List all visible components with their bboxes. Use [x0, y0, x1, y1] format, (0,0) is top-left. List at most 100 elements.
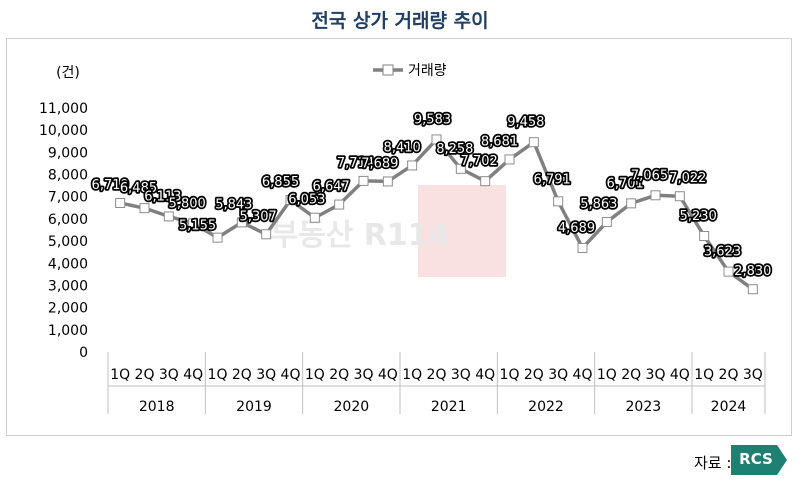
- x-quarter-label: 2Q: [329, 367, 349, 383]
- data-point-marker: [236, 217, 247, 228]
- legend-marker: [382, 64, 394, 76]
- chart-title: 전국 상가 거래량 추이: [311, 10, 489, 32]
- data-point-marker: [650, 190, 661, 201]
- x-quarter-label: 1Q: [305, 367, 325, 383]
- x-year-label: 2022: [528, 399, 564, 415]
- x-quarter-label: 3Q: [451, 367, 471, 383]
- x-quarter-label: 4Q: [573, 367, 593, 383]
- data-point-marker: [334, 199, 345, 210]
- data-label: 6,701: [607, 176, 644, 191]
- x-quarter-label: 2Q: [427, 367, 447, 383]
- x-quarter-label: 4Q: [183, 367, 203, 383]
- data-label: 6,855: [262, 175, 299, 190]
- chart-frame: [6, 38, 792, 436]
- data-point-marker: [699, 230, 710, 241]
- data-point-marker: [163, 211, 174, 222]
- data-point-marker: [601, 216, 612, 227]
- data-label: 5,307: [240, 209, 277, 224]
- data-label: 9,583: [414, 112, 451, 127]
- data-point-marker: [382, 176, 393, 187]
- x-quarter-label: 1Q: [597, 367, 617, 383]
- x-year-label: 2019: [236, 399, 272, 415]
- x-year-label: 2018: [139, 399, 175, 415]
- data-label: 9,458: [507, 115, 544, 130]
- x-quarter-label: 3Q: [354, 367, 374, 383]
- data-label: 3,623: [704, 245, 741, 260]
- data-label: 5,230: [680, 209, 717, 224]
- data-point-marker: [261, 229, 272, 240]
- data-label: 7,022: [669, 171, 706, 186]
- x-quarter-label: 1Q: [694, 367, 714, 383]
- y-axis-unit: (건): [56, 65, 80, 81]
- data-label: 5,155: [179, 219, 216, 234]
- y-tick-label: 11,000: [39, 101, 88, 117]
- y-tick-label: 2,000: [48, 301, 88, 317]
- y-tick-label: 7,000: [48, 190, 88, 206]
- x-year-label: 2020: [334, 399, 370, 415]
- legend-label: 거래량: [408, 63, 447, 79]
- x-quarter-label: 3Q: [646, 367, 666, 383]
- data-point-marker: [309, 212, 320, 223]
- data-point-marker: [212, 232, 223, 243]
- data-label: 7,714: [337, 156, 374, 171]
- y-tick-label: 10,000: [39, 123, 88, 139]
- data-label: 8,410: [384, 140, 421, 155]
- x-quarter-label: 1Q: [402, 367, 422, 383]
- x-quarter-label: 1Q: [500, 367, 520, 383]
- x-quarter-label: 1Q: [208, 367, 228, 383]
- data-label: 6,113: [144, 189, 181, 204]
- x-year-label: 2024: [711, 399, 747, 415]
- data-point-marker: [626, 198, 637, 209]
- x-quarter-label: 4Q: [670, 367, 690, 383]
- y-tick-label: 4,000: [48, 256, 88, 272]
- x-quarter-label: 3Q: [159, 367, 179, 383]
- x-quarter-label: 4Q: [378, 367, 398, 383]
- data-point-marker: [577, 242, 588, 253]
- y-tick-label: 1,000: [48, 323, 88, 339]
- source-badge: [731, 445, 787, 475]
- y-tick-label: 5,000: [48, 234, 88, 250]
- x-quarter-label: 1Q: [110, 367, 130, 383]
- data-point-marker: [747, 284, 758, 295]
- data-label: 8,681: [481, 134, 518, 149]
- y-tick-label: 0: [79, 345, 88, 361]
- data-point-marker: [455, 163, 466, 174]
- data-point-marker: [188, 218, 199, 229]
- x-quarter-label: 4Q: [281, 367, 301, 383]
- data-point-marker: [358, 175, 369, 186]
- data-point-marker: [504, 154, 515, 165]
- source-badge-text: RCS: [739, 450, 773, 468]
- x-quarter-label: 4Q: [475, 367, 495, 383]
- x-quarter-label: 3Q: [743, 367, 763, 383]
- data-point-marker: [115, 197, 126, 208]
- x-year-label: 2021: [431, 399, 467, 415]
- data-label: 2,830: [734, 264, 771, 279]
- source-label: 자료 :: [694, 454, 732, 472]
- data-point-marker: [553, 196, 564, 207]
- y-tick-label: 8,000: [48, 168, 88, 184]
- x-quarter-label: 2Q: [719, 367, 739, 383]
- y-tick-label: 9,000: [48, 145, 88, 161]
- x-quarter-label: 2Q: [621, 367, 641, 383]
- data-point-marker: [528, 137, 539, 148]
- data-point-marker: [139, 203, 150, 214]
- data-label: 5,800: [169, 196, 206, 211]
- data-label: 6,053: [288, 193, 325, 208]
- data-point-marker: [431, 134, 442, 145]
- x-quarter-label: 2Q: [524, 367, 544, 383]
- data-point-marker: [407, 160, 418, 171]
- data-label: 6,791: [534, 172, 571, 187]
- data-point-marker: [723, 266, 734, 277]
- data-label: 5,863: [580, 197, 617, 212]
- data-label: 5,843: [215, 197, 252, 212]
- x-year-label: 2023: [626, 399, 662, 415]
- x-quarter-label: 3Q: [256, 367, 276, 383]
- data-point-marker: [480, 176, 491, 187]
- data-label: 8,258: [436, 142, 473, 157]
- data-label: 7,689: [361, 156, 398, 171]
- watermark-text: 부동산 R114: [271, 218, 450, 253]
- x-quarter-label: 2Q: [232, 367, 252, 383]
- x-quarter-label: 3Q: [548, 367, 568, 383]
- data-label: 6,647: [313, 180, 350, 195]
- data-label: 6,719: [92, 178, 129, 193]
